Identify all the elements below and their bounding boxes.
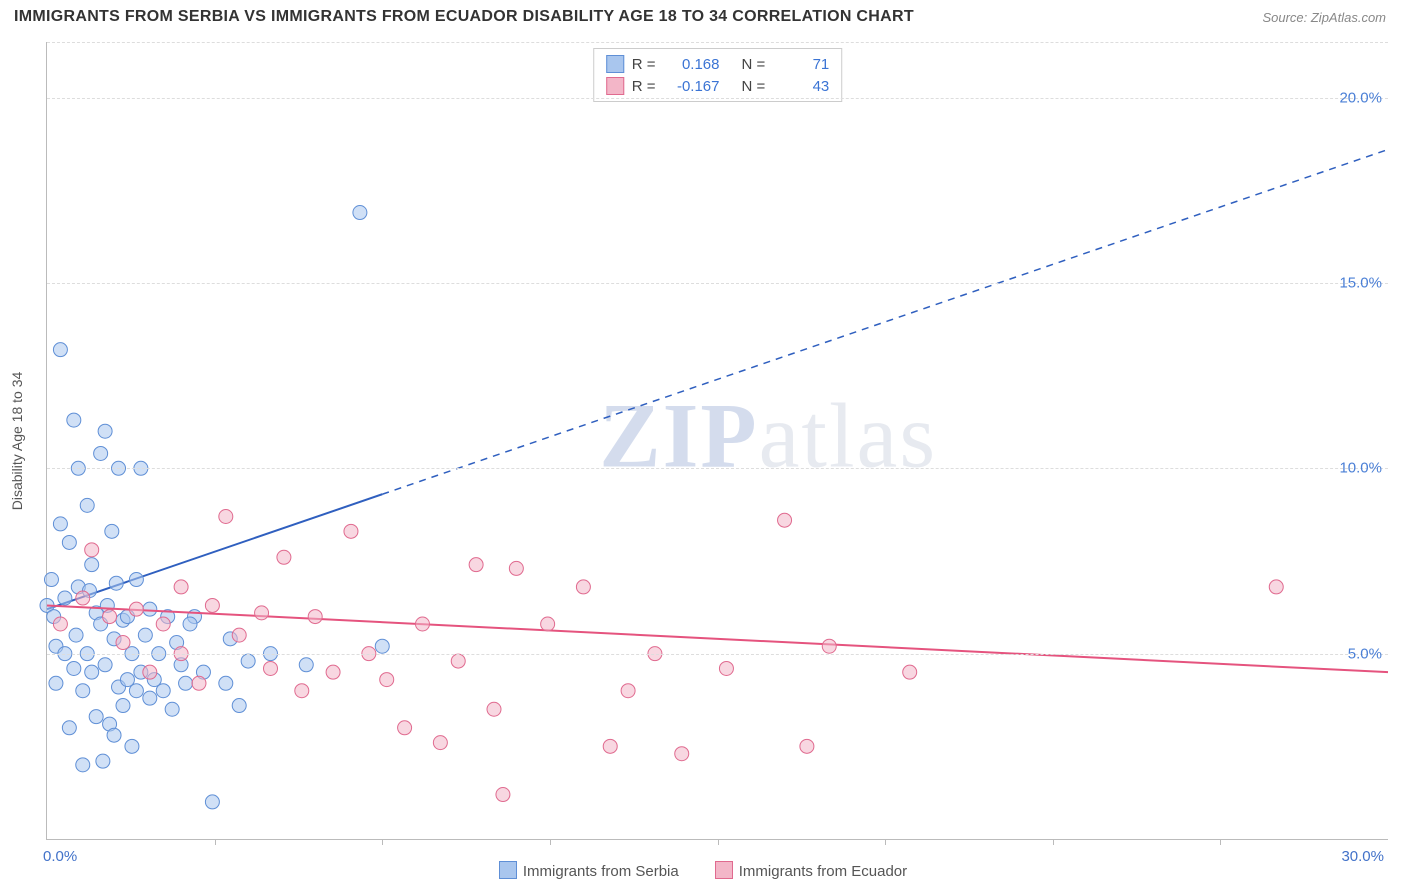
legend-swatch-serbia bbox=[499, 861, 517, 879]
swatch-serbia bbox=[606, 55, 624, 73]
y-axis-label: Disability Age 18 to 34 bbox=[9, 371, 25, 510]
stats-row-serbia: R =0.168 N =71 bbox=[606, 53, 830, 75]
legend: Immigrants from Serbia Immigrants from E… bbox=[0, 861, 1406, 880]
y-tick-label: 20.0% bbox=[1339, 89, 1382, 106]
legend-item-serbia: Immigrants from Serbia bbox=[499, 861, 679, 880]
y-tick-label: 10.0% bbox=[1339, 460, 1382, 477]
legend-item-ecuador: Immigrants from Ecuador bbox=[715, 861, 907, 880]
chart-area: Disability Age 18 to 34 ZIPatlas R =0.16… bbox=[46, 42, 1388, 840]
stats-row-ecuador: R =-0.167 N =43 bbox=[606, 75, 830, 97]
scatter-plot bbox=[47, 42, 1388, 839]
stats-box: R =0.168 N =71 R =-0.167 N =43 bbox=[593, 48, 843, 102]
swatch-ecuador bbox=[606, 77, 624, 95]
y-tick-label: 5.0% bbox=[1348, 645, 1382, 662]
chart-title: IMMIGRANTS FROM SERBIA VS IMMIGRANTS FRO… bbox=[14, 8, 914, 26]
source-label: Source: ZipAtlas.com bbox=[1262, 10, 1386, 25]
legend-swatch-ecuador bbox=[715, 861, 733, 879]
y-tick-label: 15.0% bbox=[1339, 274, 1382, 291]
